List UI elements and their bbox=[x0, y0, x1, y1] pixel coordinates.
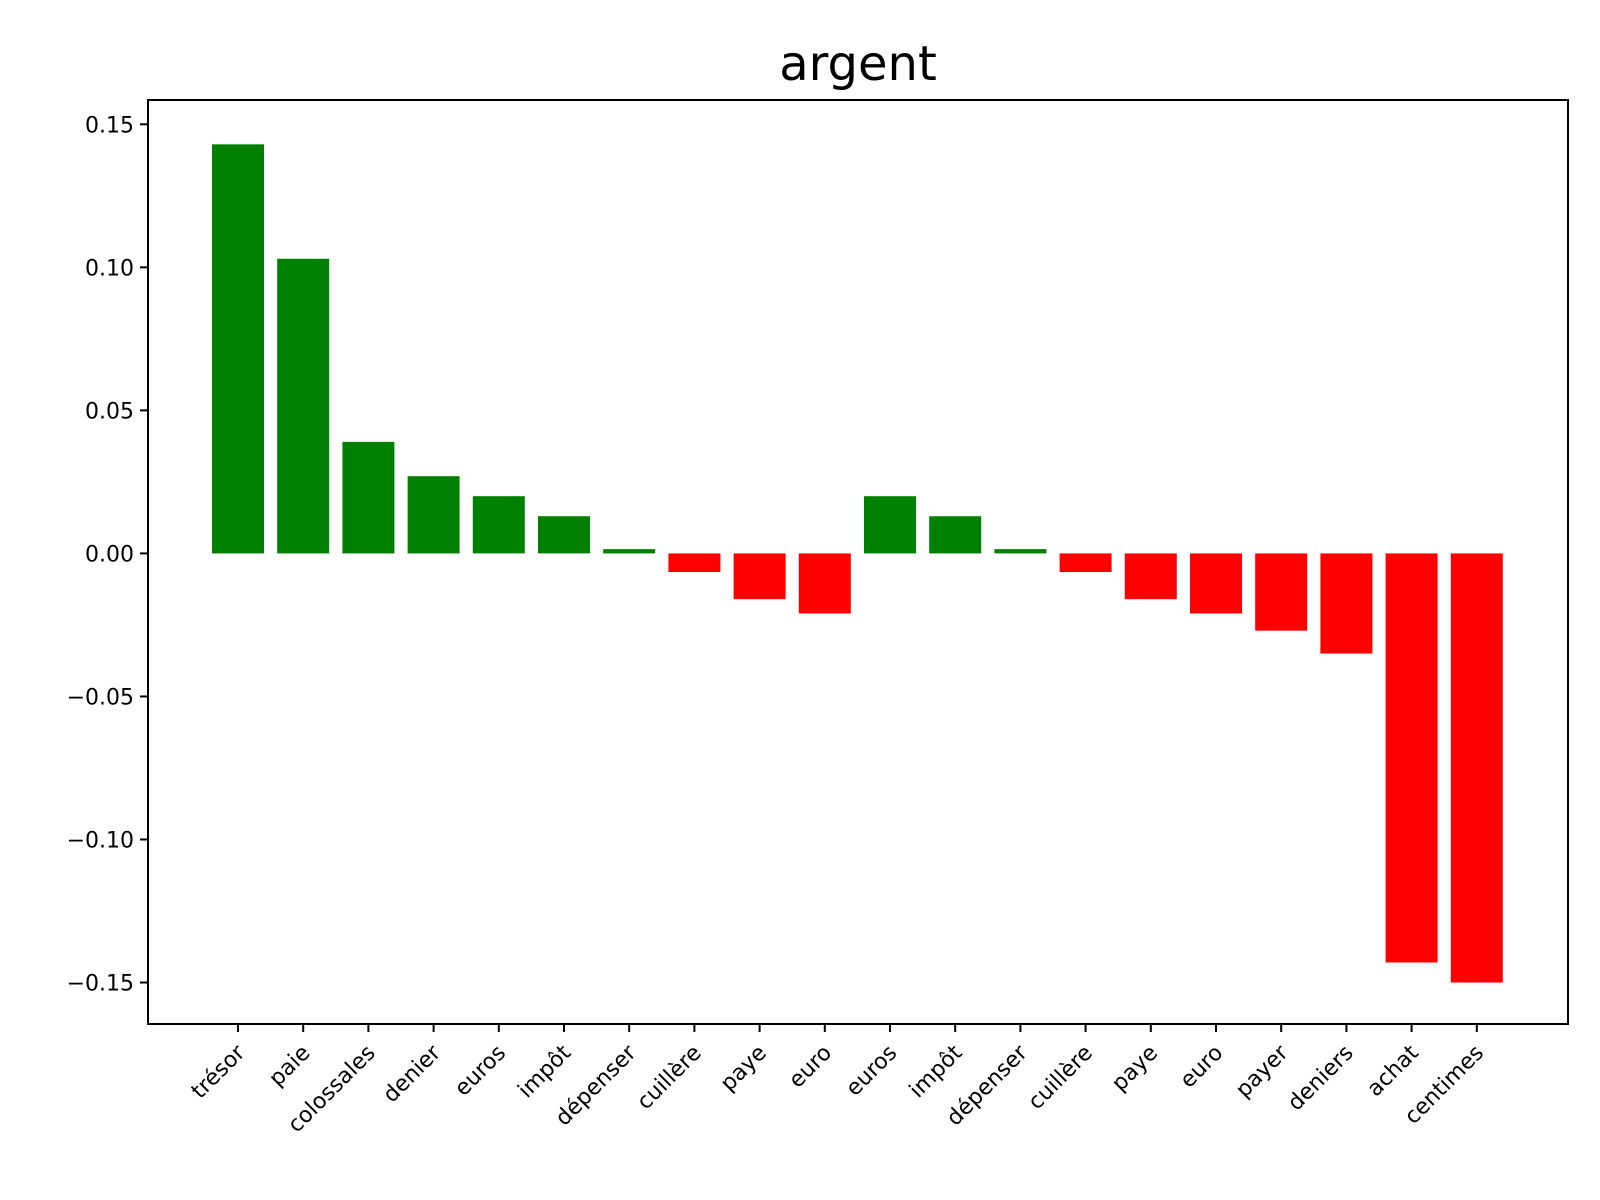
x-tick-label: cuillère bbox=[1024, 1041, 1098, 1115]
bar-11 bbox=[864, 496, 916, 554]
bar-15 bbox=[1124, 553, 1177, 600]
x-tick-label: impôt bbox=[514, 1040, 577, 1103]
bar-1 bbox=[212, 144, 264, 554]
x-tick-label: euros bbox=[450, 1041, 511, 1102]
x-tick-label: paye bbox=[716, 1041, 772, 1097]
bar-3 bbox=[342, 441, 395, 554]
bar-6 bbox=[538, 516, 590, 554]
x-tick-label: euro bbox=[1176, 1041, 1229, 1094]
x-tick-label: euro bbox=[784, 1041, 837, 1094]
x-tick-label: cuillère bbox=[632, 1041, 706, 1115]
bar-13 bbox=[994, 549, 1047, 554]
plot-frame bbox=[147, 99, 1569, 1025]
y-tick-label: −0.05 bbox=[67, 685, 134, 710]
bar-7 bbox=[603, 549, 656, 554]
bar-18 bbox=[1320, 553, 1373, 654]
x-tick-label: trésor bbox=[187, 1040, 251, 1104]
x-tick-label: deniers bbox=[1283, 1041, 1358, 1116]
bar-20 bbox=[1450, 553, 1503, 983]
y-tick-label: −0.15 bbox=[67, 972, 134, 997]
bar-5 bbox=[472, 496, 525, 554]
x-tick-label: denier bbox=[379, 1040, 447, 1108]
x-tick-label: paye bbox=[1107, 1041, 1163, 1097]
y-tick-label: −0.10 bbox=[67, 828, 134, 853]
x-tick-label: impôt bbox=[905, 1040, 968, 1103]
bar-9 bbox=[733, 553, 786, 600]
bar-16 bbox=[1190, 553, 1242, 614]
bar-17 bbox=[1255, 553, 1308, 631]
bars bbox=[212, 144, 1503, 983]
y-tick-label: 0.00 bbox=[85, 542, 134, 567]
x-tick-label: euros bbox=[841, 1041, 902, 1102]
x-tick-label: payer bbox=[1231, 1040, 1294, 1103]
y-tick-label: 0.05 bbox=[85, 399, 134, 424]
bar-19 bbox=[1385, 553, 1438, 963]
y-tick-label: 0.10 bbox=[85, 256, 134, 281]
chart-title: argent bbox=[779, 36, 937, 92]
x-tick-label: achat bbox=[1363, 1040, 1425, 1102]
bar-8 bbox=[668, 553, 721, 573]
bar-14 bbox=[1059, 553, 1112, 573]
x-tick-label: paie bbox=[264, 1041, 315, 1092]
bar-12 bbox=[929, 516, 982, 554]
bar-4 bbox=[407, 476, 460, 554]
y-axis: 0.15 0.10 0.05 0.00 −0.05 −0.10 −0.15 bbox=[67, 113, 148, 997]
bar-2 bbox=[277, 258, 330, 554]
bar-10 bbox=[798, 553, 851, 614]
y-tick-label: 0.15 bbox=[85, 113, 134, 138]
